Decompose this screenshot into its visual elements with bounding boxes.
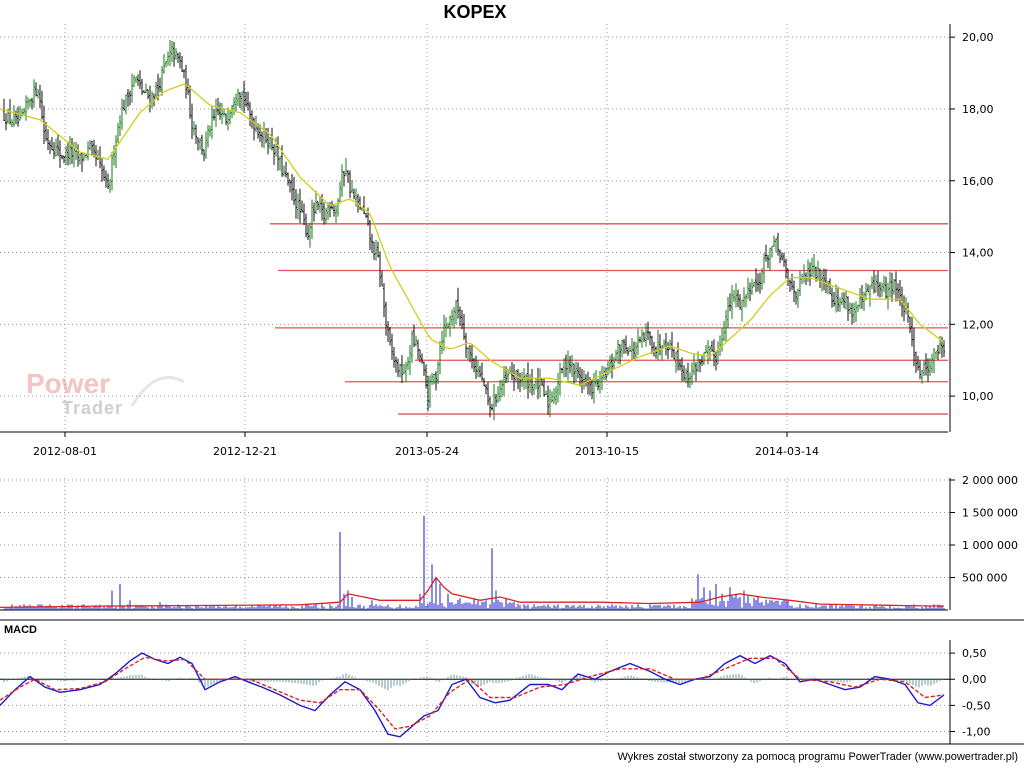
price-tick-label: 10,00 (962, 390, 994, 403)
watermark-arc-icon (130, 376, 185, 407)
volume-tick-label: 1 000 000 (962, 539, 1018, 552)
x-tick-label: 2012-12-21 (213, 445, 277, 458)
macd-panel-label: MACD (4, 624, 37, 636)
x-tick-label: 2013-10-15 (575, 445, 639, 458)
signal-line (0, 656, 945, 730)
price-tick-label: 18,00 (962, 103, 994, 116)
macd-tick-label: -1,00 (962, 726, 990, 739)
x-tick-label: 2012-08-01 (33, 445, 97, 458)
x-tick-label: 2014-03-14 (755, 445, 819, 458)
footer-credit: Wykres został stworzony za pomocą progra… (617, 751, 1018, 763)
watermark-power-text: Power (26, 368, 111, 399)
macd-tick-label: -0,50 (962, 699, 990, 712)
powertrader-watermark: Power Trader (26, 368, 185, 424)
price-tick-label: 12,00 (962, 318, 994, 331)
price-tick-label: 16,00 (962, 175, 994, 188)
x-tick-label: 2013-05-24 (395, 445, 459, 458)
macd-tick-label: 0,50 (962, 647, 987, 660)
macd-tick-label: 0,00 (962, 673, 987, 686)
moving-average-line (0, 83, 945, 386)
volume-tick-label: 500 000 (962, 572, 1008, 585)
macd-line (0, 652, 945, 738)
volume-tick-label: 2 000 000 (962, 474, 1018, 487)
price-tick-label: 20,00 (962, 31, 994, 44)
volume-tick-label: 1 500 000 (962, 507, 1018, 520)
chart-title: KOPEX (443, 2, 507, 22)
volume-average-line (0, 576, 945, 609)
watermark-trader-text: Trader (62, 398, 124, 418)
price-tick-label: 14,00 (962, 247, 994, 260)
